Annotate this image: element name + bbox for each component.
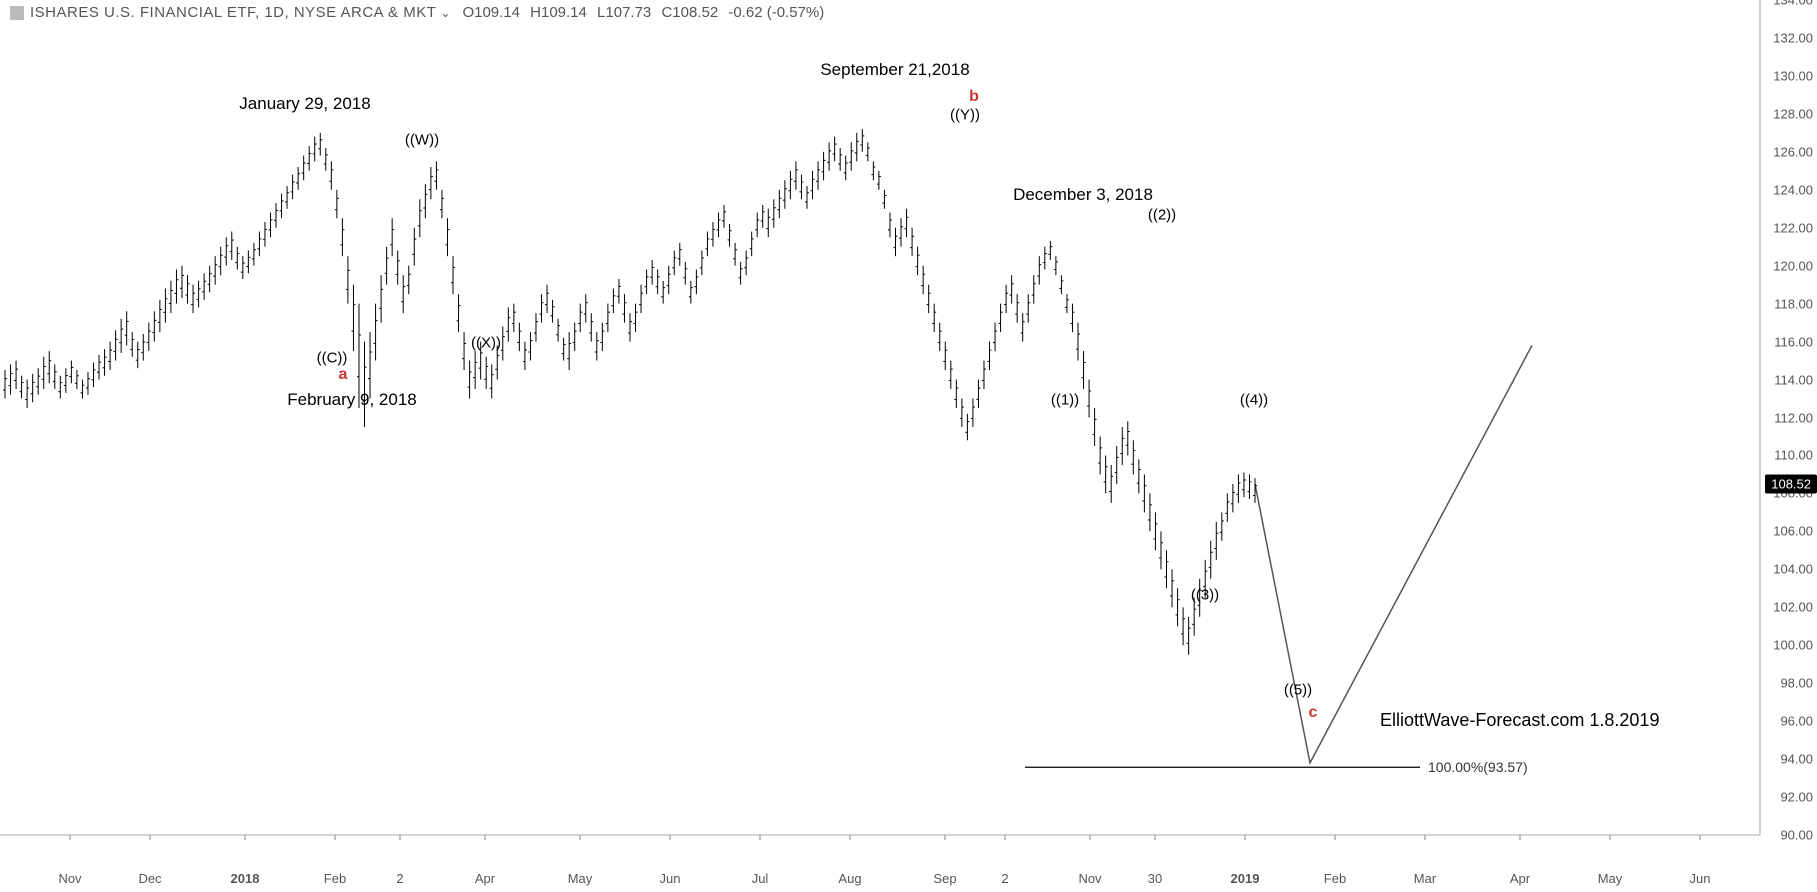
wave-annotation: ((4)) bbox=[1240, 392, 1268, 409]
y-tick-label: 120.00 bbox=[1773, 258, 1813, 273]
y-tick-label: 112.00 bbox=[1774, 410, 1813, 425]
x-tick-label: Mar bbox=[1414, 871, 1436, 886]
y-tick-label: 116.00 bbox=[1774, 334, 1813, 349]
x-tick-label: Jul bbox=[752, 871, 769, 886]
chart-container: ISHARES U.S. FINANCIAL ETF, 1D, NYSE ARC… bbox=[0, 0, 1817, 892]
y-tick-label: 134.00 bbox=[1773, 0, 1813, 8]
chart-plot[interactable] bbox=[0, 0, 1817, 892]
x-tick-label: Feb bbox=[324, 871, 346, 886]
x-tick-label: 2 bbox=[396, 871, 403, 886]
x-tick-label: May bbox=[568, 871, 593, 886]
wave-annotation: December 3, 2018 bbox=[1013, 185, 1153, 205]
y-tick-label: 122.00 bbox=[1773, 220, 1813, 235]
wave-annotation: February 9, 2018 bbox=[287, 390, 416, 410]
y-tick-label: 106.00 bbox=[1773, 524, 1813, 539]
wave-annotation: b bbox=[969, 88, 979, 106]
x-tick-label: Nov bbox=[58, 871, 81, 886]
wave-annotation: ((C)) bbox=[317, 350, 348, 367]
x-tick-label: Dec bbox=[138, 871, 161, 886]
x-tick-label: Feb bbox=[1324, 871, 1346, 886]
wave-annotation: ((Y)) bbox=[950, 107, 980, 124]
last-price-tag: 108.52 bbox=[1765, 474, 1817, 493]
x-tick-label: Sep bbox=[933, 871, 956, 886]
y-tick-label: 128.00 bbox=[1773, 106, 1813, 121]
x-tick-label: May bbox=[1598, 871, 1623, 886]
x-tick-label: 2 bbox=[1001, 871, 1008, 886]
wave-annotation: ((W)) bbox=[405, 132, 439, 149]
y-tick-label: 90.00 bbox=[1780, 828, 1813, 843]
wave-annotation: ((2)) bbox=[1148, 207, 1176, 224]
x-tick-label: 2018 bbox=[231, 871, 260, 886]
y-tick-label: 98.00 bbox=[1780, 676, 1813, 691]
fib-label: 100.00%(93.57) bbox=[1428, 759, 1528, 775]
y-tick-label: 118.00 bbox=[1774, 296, 1813, 311]
wave-annotation: ((1)) bbox=[1051, 392, 1079, 409]
y-tick-label: 132.00 bbox=[1773, 30, 1813, 45]
wave-annotation: ((5)) bbox=[1284, 682, 1312, 699]
wave-annotation: September 21,2018 bbox=[820, 60, 969, 80]
x-tick-label: 30 bbox=[1148, 871, 1162, 886]
y-tick-label: 114.00 bbox=[1774, 372, 1813, 387]
y-tick-label: 102.00 bbox=[1773, 600, 1813, 615]
y-tick-label: 100.00 bbox=[1773, 638, 1813, 653]
x-tick-label: Aug bbox=[838, 871, 861, 886]
y-tick-label: 94.00 bbox=[1780, 752, 1813, 767]
wave-annotation: January 29, 2018 bbox=[239, 94, 370, 114]
x-tick-label: Apr bbox=[475, 871, 495, 886]
wave-annotation: ((X)) bbox=[471, 335, 501, 352]
wave-annotation: c bbox=[1309, 704, 1318, 722]
wave-annotation: a bbox=[339, 366, 348, 384]
wave-annotation: ((3)) bbox=[1191, 587, 1219, 604]
x-tick-label: Jun bbox=[1690, 871, 1711, 886]
watermark: ElliottWave-Forecast.com 1.8.2019 bbox=[1380, 710, 1659, 731]
y-tick-label: 130.00 bbox=[1773, 68, 1813, 83]
x-tick-label: Apr bbox=[1510, 871, 1530, 886]
x-tick-label: Nov bbox=[1078, 871, 1101, 886]
y-tick-label: 126.00 bbox=[1773, 144, 1813, 159]
x-tick-label: Jun bbox=[660, 871, 681, 886]
x-tick-label: 2019 bbox=[1231, 871, 1260, 886]
y-tick-label: 124.00 bbox=[1773, 182, 1813, 197]
y-tick-label: 96.00 bbox=[1780, 714, 1813, 729]
y-tick-label: 104.00 bbox=[1773, 562, 1813, 577]
y-tick-label: 92.00 bbox=[1780, 790, 1813, 805]
y-tick-label: 110.00 bbox=[1774, 448, 1813, 463]
